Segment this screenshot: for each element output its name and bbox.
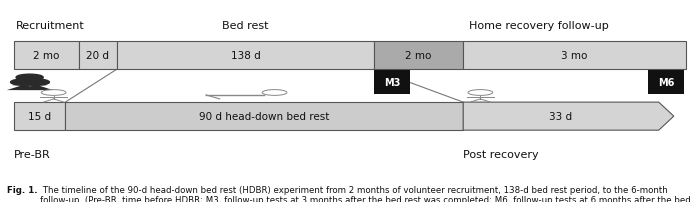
Polygon shape: [463, 103, 674, 130]
Text: Fig. 1.: Fig. 1.: [7, 185, 38, 194]
Text: 2 mo: 2 mo: [405, 51, 432, 61]
Text: The timeline of the 90-d head-down bed rest (HDBR) experiment from 2 months of v: The timeline of the 90-d head-down bed r…: [40, 185, 691, 202]
Circle shape: [22, 80, 50, 86]
Bar: [65, 103, 463, 130]
Text: M6: M6: [658, 78, 674, 88]
Text: 33 d: 33 d: [550, 112, 573, 122]
Text: Post recovery: Post recovery: [463, 149, 539, 159]
Bar: [463, 42, 686, 70]
Circle shape: [16, 75, 43, 81]
Bar: [14, 42, 79, 70]
Polygon shape: [13, 80, 47, 86]
Text: Pre-BR: Pre-BR: [14, 149, 50, 159]
Polygon shape: [7, 85, 41, 91]
Polygon shape: [18, 85, 53, 91]
Text: M3: M3: [384, 78, 400, 88]
Text: 3 mo: 3 mo: [561, 51, 588, 61]
Text: 20 d: 20 d: [86, 51, 109, 61]
Circle shape: [10, 80, 38, 86]
Bar: [374, 71, 409, 95]
Bar: [117, 42, 374, 70]
Text: 15 d: 15 d: [28, 112, 51, 122]
Bar: [14, 103, 65, 130]
Bar: [79, 42, 117, 70]
Text: 90 d head-down bed rest: 90 d head-down bed rest: [199, 112, 330, 122]
Bar: [648, 71, 684, 95]
Text: Bed rest: Bed rest: [222, 21, 268, 31]
Text: 138 d: 138 d: [230, 51, 260, 61]
Text: Recruitment: Recruitment: [16, 21, 85, 31]
Text: 2 mo: 2 mo: [34, 51, 60, 61]
Text: Home recovery follow-up: Home recovery follow-up: [469, 21, 608, 31]
Bar: [374, 42, 463, 70]
